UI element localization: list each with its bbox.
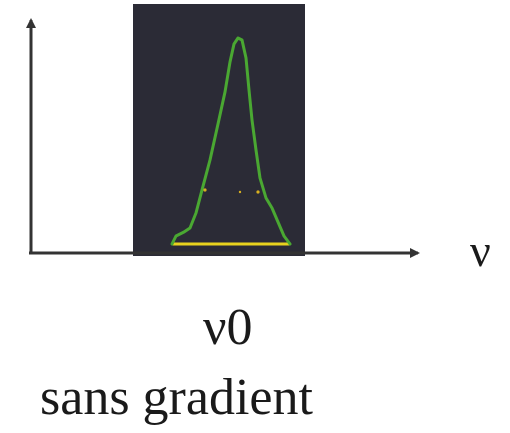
center-frequency-label: ν0 (203, 299, 253, 356)
half-height-marker-left (203, 188, 207, 192)
half-height-marker-center (238, 190, 242, 194)
spectrum-panel (133, 4, 305, 256)
x-axis-label: ν (470, 225, 491, 276)
spectral-peak-curve (170, 36, 292, 246)
caption: sans gradient (40, 369, 313, 426)
half-height-marker-right (256, 190, 260, 194)
